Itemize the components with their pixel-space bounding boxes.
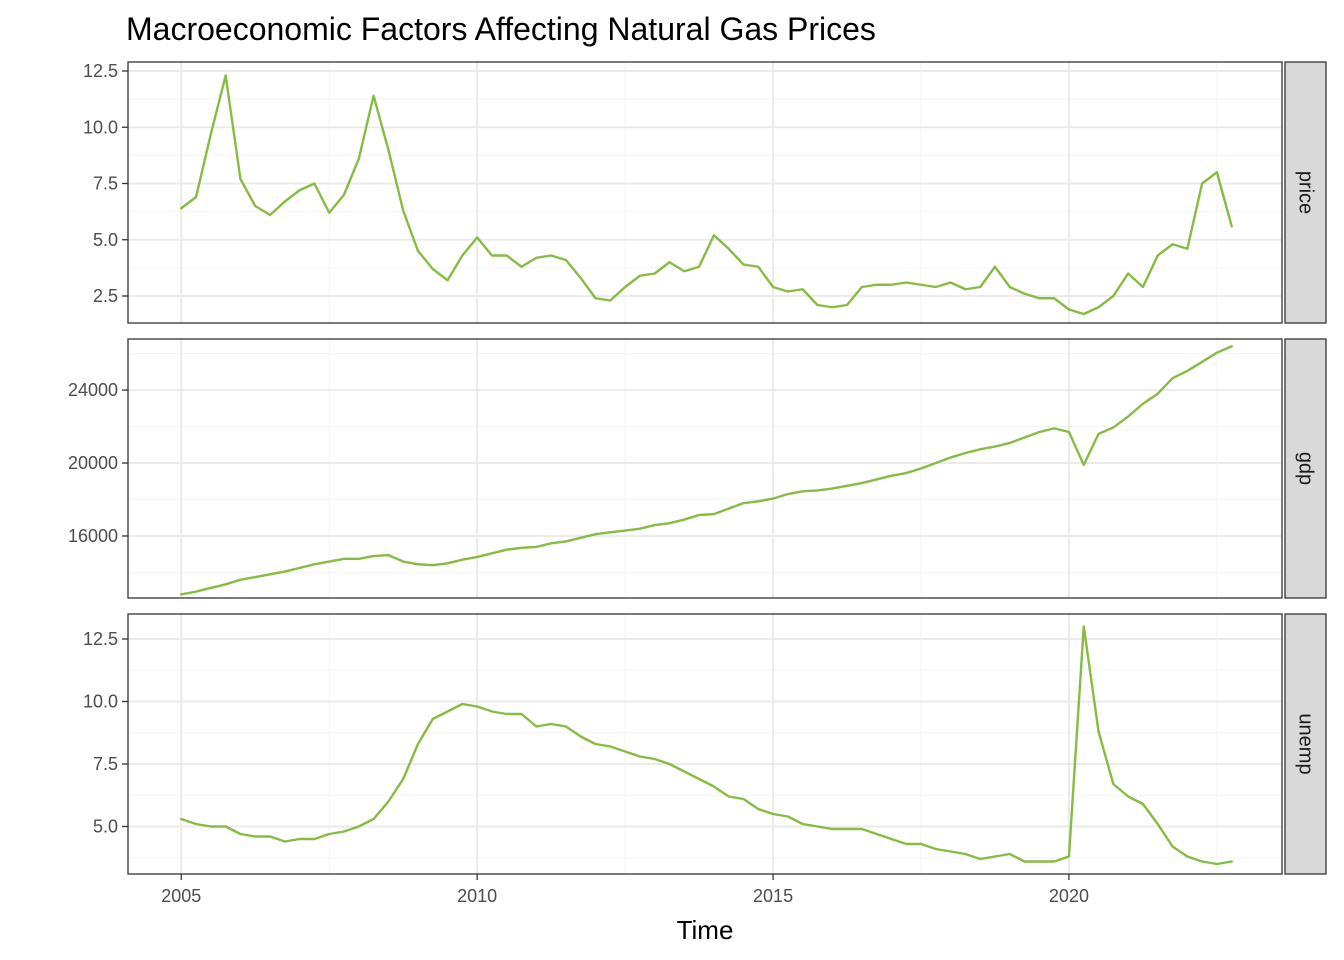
series-line-gdp bbox=[180, 345, 1233, 596]
y-tick-label: 10.0 bbox=[83, 117, 118, 137]
x-tick-label: 2015 bbox=[753, 886, 793, 906]
strip-background bbox=[1284, 338, 1327, 599]
x-tick-label: 2010 bbox=[457, 886, 497, 906]
panel-border bbox=[127, 61, 1283, 324]
x-axis: 2005 2010 2015 2020 bbox=[161, 874, 1089, 906]
y-tick-label: 7.5 bbox=[93, 754, 118, 774]
y-tick-label: 12.5 bbox=[83, 629, 118, 649]
y-tick-label: 5.0 bbox=[93, 817, 118, 837]
strip-label: unemp bbox=[1295, 713, 1317, 774]
y-tick-label: 2.5 bbox=[93, 286, 118, 306]
panel-unemp: 5.0 7.5 10.0 12.5 unemp bbox=[83, 613, 1327, 875]
strip-background bbox=[1284, 61, 1327, 324]
y-tick-label: 5.0 bbox=[93, 230, 118, 250]
series-line-price bbox=[180, 74, 1233, 316]
panel-price: 2.5 5.0 7.5 10.0 12.5 price bbox=[83, 61, 1327, 324]
strip-label: price bbox=[1295, 171, 1317, 214]
y-tick-label: 10.0 bbox=[83, 692, 118, 712]
x-tick-label: 2020 bbox=[1049, 886, 1089, 906]
facet-strip-price: price bbox=[1284, 61, 1327, 324]
facet-strip-unemp: unemp bbox=[1284, 613, 1327, 875]
panel-background bbox=[128, 339, 1282, 598]
y-tick-label: 7.5 bbox=[93, 174, 118, 194]
y-tick-label: 24000 bbox=[68, 380, 118, 400]
facet-panels: 2.5 5.0 7.5 10.0 12.5 price 16000 20000 24000 gdp… bbox=[68, 61, 1327, 875]
y-tick-label: 20000 bbox=[68, 453, 118, 473]
panel-gdp: 16000 20000 24000 gdp bbox=[68, 338, 1327, 599]
panel-background bbox=[128, 62, 1282, 323]
panel-background bbox=[128, 614, 1282, 874]
panel-border bbox=[127, 338, 1283, 599]
strip-background bbox=[1284, 613, 1327, 875]
x-tick-label: 2005 bbox=[161, 886, 201, 906]
y-tick-label: 12.5 bbox=[83, 61, 118, 81]
chart-title: Macroeconomic Factors Affecting Natural … bbox=[126, 11, 876, 47]
series-line-unemp bbox=[180, 625, 1233, 866]
strip-label: gdp bbox=[1295, 452, 1317, 485]
x-axis-title: Time bbox=[677, 915, 734, 945]
panel-border bbox=[127, 613, 1283, 875]
facet-strip-gdp: gdp bbox=[1284, 338, 1327, 599]
y-tick-label: 16000 bbox=[68, 526, 118, 546]
